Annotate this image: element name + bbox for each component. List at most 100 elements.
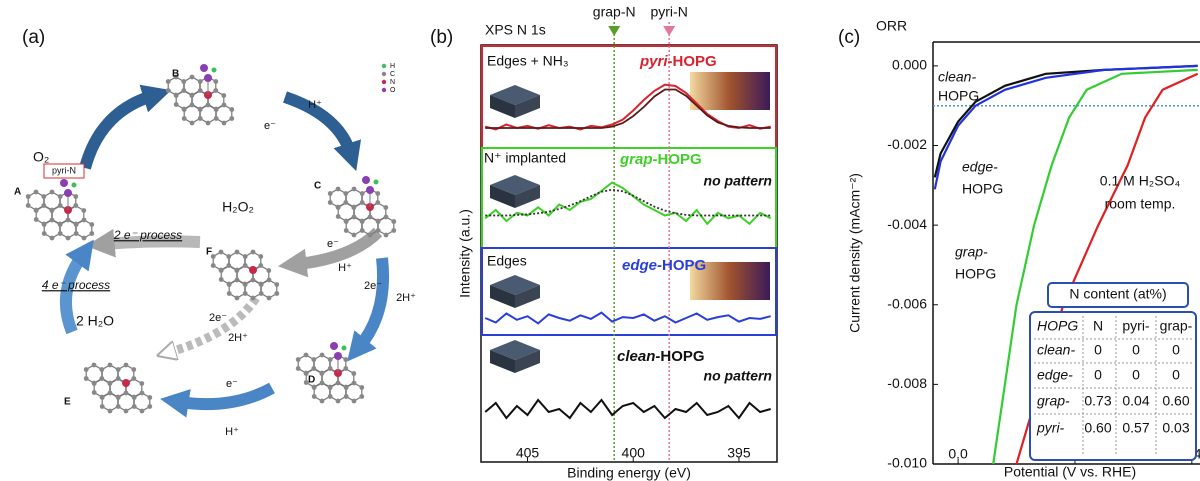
h2o2-label: H₂O₂: [222, 199, 254, 215]
panel-label: (c): [838, 27, 860, 48]
atom: [336, 399, 341, 404]
atom: [219, 268, 224, 273]
atom: [226, 254, 231, 259]
atom: [139, 381, 144, 386]
atom: [182, 116, 187, 121]
atom: [116, 367, 121, 372]
atom: [66, 236, 71, 241]
h-atom: [342, 346, 347, 351]
ring: [346, 383, 362, 401]
h2o-label: 2 H₂O: [76, 313, 114, 329]
table-cell: pyri-: [1036, 420, 1065, 436]
atom: [34, 217, 39, 222]
atom: [243, 263, 248, 268]
atom: [221, 93, 226, 98]
legend-label: N: [390, 79, 395, 86]
atom: [251, 250, 256, 255]
atom: [274, 282, 279, 287]
ring: [330, 383, 346, 401]
sample-label: Edges: [487, 253, 527, 269]
atom: [84, 367, 89, 372]
table-cell: 0.73: [1084, 393, 1111, 409]
series-label: grap-HOPG: [619, 151, 702, 168]
ring: [229, 252, 245, 270]
ring: [216, 105, 232, 123]
o2-label: O₂: [33, 149, 49, 165]
atom: [116, 395, 121, 400]
table-cell: clean-: [1037, 342, 1075, 358]
ring: [330, 189, 346, 207]
atom: [50, 208, 55, 213]
atom: [344, 228, 349, 233]
atom: [147, 395, 152, 400]
atom: [174, 102, 179, 107]
label-part: pyri-: [639, 53, 673, 70]
atom: [344, 394, 349, 399]
atom: [131, 367, 136, 372]
o-atom: [64, 189, 72, 197]
atom: [296, 366, 301, 371]
atom: [182, 107, 187, 112]
label-part: HOPG: [662, 257, 706, 274]
atom: [328, 394, 333, 399]
molecule: [211, 250, 279, 301]
atom: [336, 205, 341, 210]
y-tick-label: -0.006: [887, 295, 927, 311]
atom: [259, 282, 264, 287]
atom: [214, 116, 219, 121]
x-tick-label: 395: [727, 445, 751, 461]
atom: [360, 200, 365, 205]
chart-title: ORR: [876, 18, 907, 34]
arrow-label: H⁺: [225, 426, 239, 438]
atom: [336, 214, 341, 219]
y-axis-label: Intensity (a.u.): [457, 209, 473, 298]
atom: [124, 391, 129, 396]
curve-label: clean-: [938, 69, 976, 85]
atom: [26, 194, 31, 199]
atom: [352, 233, 357, 238]
x-axis-label: Binding energy (eV): [567, 465, 691, 481]
atom: [140, 391, 145, 396]
table-cell: 0.60: [1084, 420, 1111, 436]
molecule: [26, 179, 94, 240]
table-cell: 0.04: [1122, 393, 1149, 409]
atom: [258, 254, 263, 259]
atom: [190, 93, 195, 98]
atom: [174, 93, 179, 98]
atom: [391, 228, 396, 233]
marker-arrow: [608, 26, 620, 36]
atom: [343, 200, 348, 205]
atom: [41, 203, 46, 208]
ring: [298, 355, 314, 373]
atom: [360, 191, 365, 196]
atom: [235, 268, 240, 273]
marker-label: grap-N: [593, 4, 636, 20]
atom: [140, 409, 145, 414]
arrow: [180, 388, 272, 404]
atom: [235, 296, 240, 301]
atom: [73, 194, 78, 199]
atom: [99, 376, 104, 381]
ring: [314, 355, 330, 373]
curve-label: HOPG: [938, 88, 979, 104]
panel-label: (a): [22, 27, 45, 48]
curve-label: HOPG: [955, 266, 996, 282]
sample-label: Edges + NH₃: [487, 53, 569, 69]
atom: [108, 409, 113, 414]
node-label: F: [206, 247, 212, 258]
atom: [360, 228, 365, 233]
atom: [190, 121, 195, 126]
node-label: A: [14, 187, 21, 198]
o-atom: [60, 179, 68, 187]
label-part: HOPG: [658, 151, 702, 168]
atom: [58, 231, 63, 236]
atom: [166, 79, 171, 84]
atom: [108, 363, 113, 368]
atom: [235, 278, 240, 283]
atom: [376, 219, 381, 224]
molecule: [328, 176, 396, 237]
y-tick-label: -0.002: [887, 136, 927, 152]
atom: [124, 363, 129, 368]
atom: [92, 390, 97, 395]
arrow-label: H⁺: [308, 99, 322, 111]
